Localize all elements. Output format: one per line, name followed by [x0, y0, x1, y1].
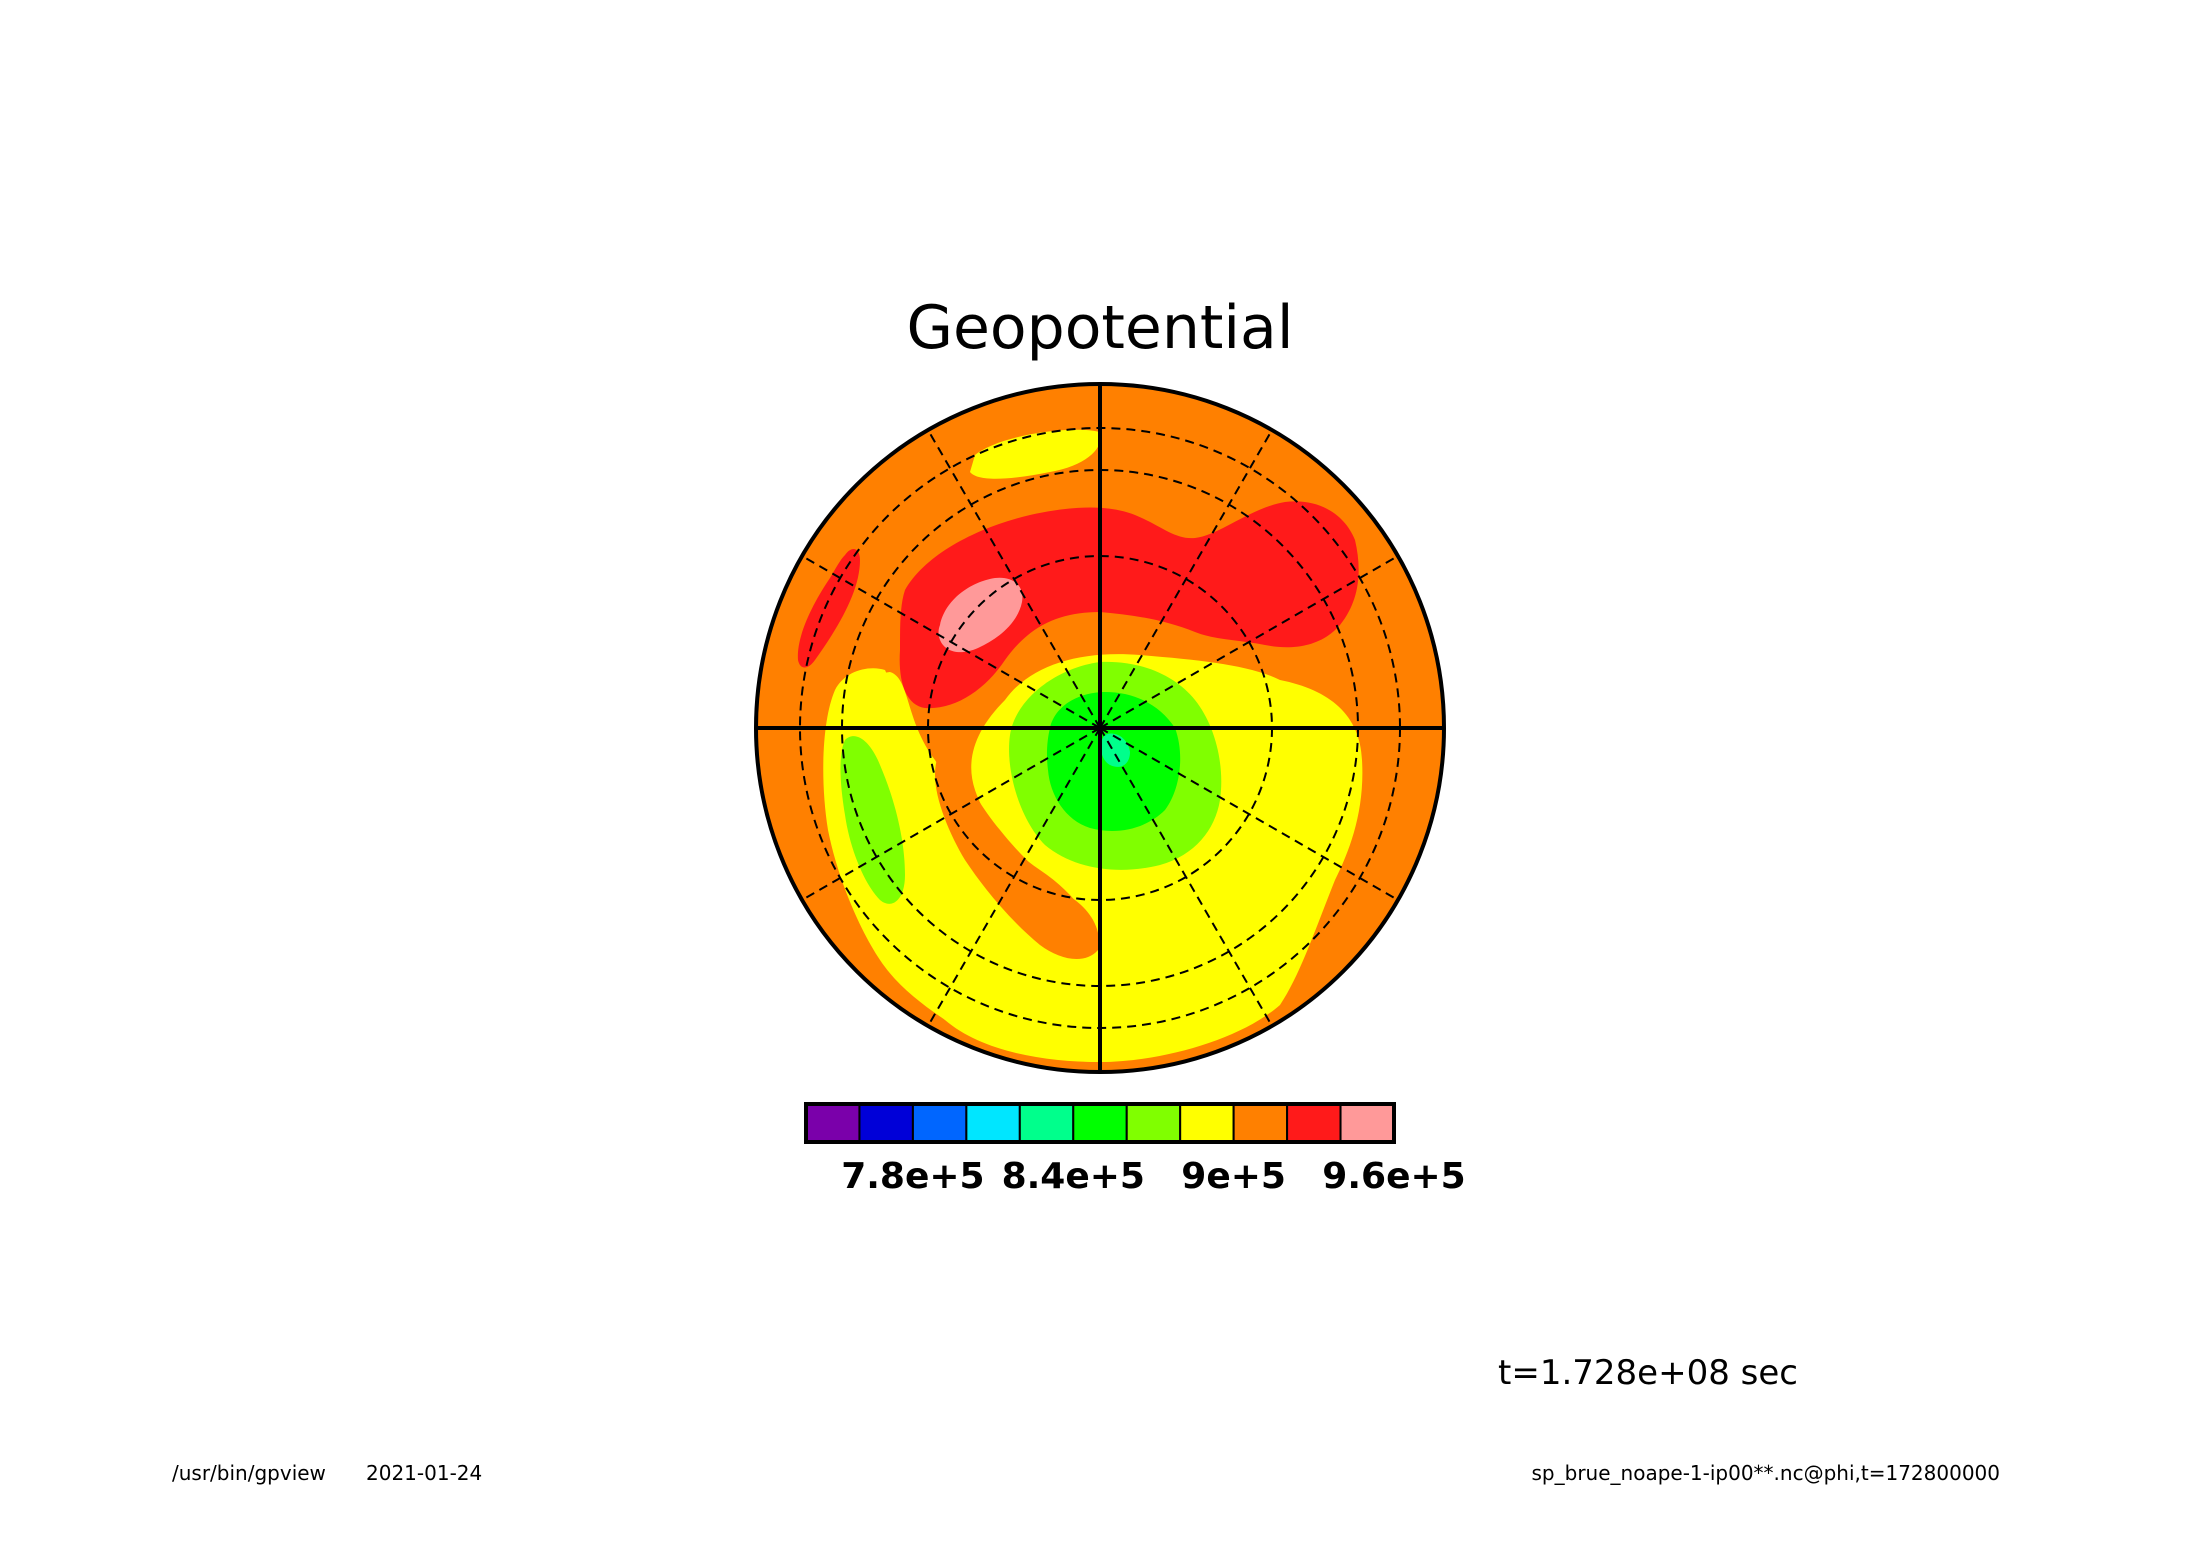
colorbar-swatch — [965, 1103, 1021, 1143]
colorbar-tick-label: 8.4e+5 — [1002, 1156, 1145, 1197]
plot-title: Geopotential — [906, 293, 1293, 363]
colorbar-swatch — [1232, 1103, 1289, 1143]
map-grid — [754, 382, 1446, 1074]
colorbar-swatch — [1072, 1103, 1128, 1143]
field-pink-patch — [938, 577, 1023, 653]
field-red-left-sliver — [797, 548, 860, 668]
colorbar: 7.8e+5 8.4e+5 9e+5 9.6e+5 — [804, 1102, 1466, 1197]
field-red-band — [899, 501, 1359, 709]
footer-file: sp_brue_noape-1-ip00**.nc@phi,t=17280000… — [1532, 1461, 2000, 1485]
footer-program: /usr/bin/gpview — [172, 1461, 326, 1485]
colorbar-tick-label: 9.6e+5 — [1322, 1156, 1465, 1197]
meridian-lines-dashed — [801, 429, 1399, 1027]
colorbar-swatch — [805, 1103, 861, 1143]
field-yellow-top — [970, 429, 1101, 479]
colorbar-tick-label: 7.8e+5 — [841, 1156, 984, 1197]
polar-map — [756, 384, 1444, 1072]
map-boundary — [754, 382, 1446, 1074]
meridian-lines-solid — [756, 384, 1444, 1072]
colorbar-swatch — [858, 1103, 914, 1143]
colorbar-frame — [804, 1102, 1396, 1144]
colorbar-swatch — [1286, 1103, 1342, 1143]
field-orange-finger — [935, 740, 1100, 960]
colorbar-swatch — [911, 1103, 968, 1143]
field-yellow-left — [823, 668, 1100, 1062]
footer-date: 2021-01-24 — [366, 1461, 482, 1485]
field-yellowgreen-left — [840, 736, 905, 904]
time-label: t=1.728e+08 sec — [1498, 1353, 1798, 1393]
colorbar-swatch — [1125, 1103, 1182, 1143]
colorbar-swatch — [1339, 1103, 1395, 1143]
colorbar-swatch — [1018, 1103, 1075, 1143]
colorbar-swatch — [1179, 1103, 1235, 1143]
colorbar-tick-label: 9e+5 — [1181, 1156, 1286, 1197]
